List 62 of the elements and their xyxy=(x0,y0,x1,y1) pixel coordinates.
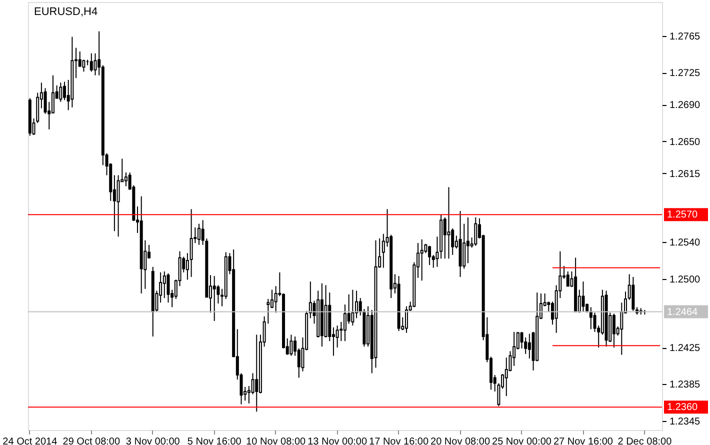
x-tick-label: 3 Nov 00:00 xyxy=(126,436,180,445)
candlestick xyxy=(447,186,450,260)
candlestick xyxy=(116,174,120,238)
y-tick-label: 1.2540 xyxy=(670,238,701,249)
candlestick xyxy=(582,281,585,312)
candlestick xyxy=(451,228,454,256)
candlestick xyxy=(355,290,358,319)
candlestick xyxy=(632,276,635,312)
y-tick-label: 1.2500 xyxy=(670,274,701,286)
x-tick-label: 25 Nov 00:00 xyxy=(492,436,552,445)
candlestick xyxy=(63,81,66,101)
candlestick xyxy=(382,233,385,268)
x-tick-label: 13 Nov 00:00 xyxy=(308,436,368,445)
candlestick xyxy=(336,325,339,348)
y-tick-label: 1.2765 xyxy=(670,31,701,42)
candlestick xyxy=(94,52,97,76)
candlestick xyxy=(124,172,128,187)
candlestick xyxy=(620,302,624,356)
x-tick-label: 5 Nov 16:00 xyxy=(187,436,242,445)
x-tick-label: 29 Oct 08:00 xyxy=(62,436,120,445)
candlestick xyxy=(212,276,216,322)
x-tick-label: 24 Oct 2014 xyxy=(2,436,58,445)
candlestick xyxy=(78,50,82,68)
candlestick xyxy=(420,238,424,282)
ref-line-label: 1.2570 xyxy=(667,210,698,221)
candlestick xyxy=(51,74,54,114)
chart-title: EURUSD,H4 xyxy=(34,6,98,18)
y-tick-label: 1.2690 xyxy=(670,100,701,112)
candlestick xyxy=(166,272,170,304)
x-tick-label: 20 Nov 08:00 xyxy=(430,436,490,445)
candlestick xyxy=(162,270,166,299)
candlestick xyxy=(351,289,354,326)
y-tick-label: 1.2650 xyxy=(670,136,701,148)
ref-line-label: 1.2464 xyxy=(667,306,698,318)
y-tick-label: 1.2725 xyxy=(670,68,701,80)
candlestick xyxy=(90,52,93,72)
candlestick xyxy=(462,223,466,270)
y-tick-label: 1.2425 xyxy=(670,343,701,354)
candlestick xyxy=(255,334,258,412)
y-tick-label: 1.2615 xyxy=(670,168,701,180)
y-tick-label: 1.2345 xyxy=(670,416,701,428)
candlestick xyxy=(186,252,189,280)
x-tick-label: 17 Nov 16:00 xyxy=(369,436,429,445)
candlestick xyxy=(466,216,470,264)
y-tick-label: 1.2385 xyxy=(670,380,701,391)
candlestick xyxy=(59,82,62,102)
x-tick-label: 27 Nov 16:00 xyxy=(553,436,614,445)
candlestick xyxy=(566,270,570,287)
candlestick xyxy=(528,333,531,360)
x-tick-label: 10 Nov 08:00 xyxy=(246,436,306,445)
candlestick xyxy=(270,289,274,309)
candlestick xyxy=(290,334,293,356)
candlestick xyxy=(197,223,200,246)
candlestick xyxy=(190,208,193,278)
candlestick xyxy=(344,304,346,342)
candlestick xyxy=(404,306,408,334)
candlestick xyxy=(428,245,432,266)
ref-line-label: 1.2360 xyxy=(667,402,698,414)
candlestick xyxy=(474,216,478,246)
x-tick-label: 2 Dec 08:00 xyxy=(618,436,672,445)
candlestick xyxy=(308,281,312,319)
candlestick xyxy=(612,313,616,348)
